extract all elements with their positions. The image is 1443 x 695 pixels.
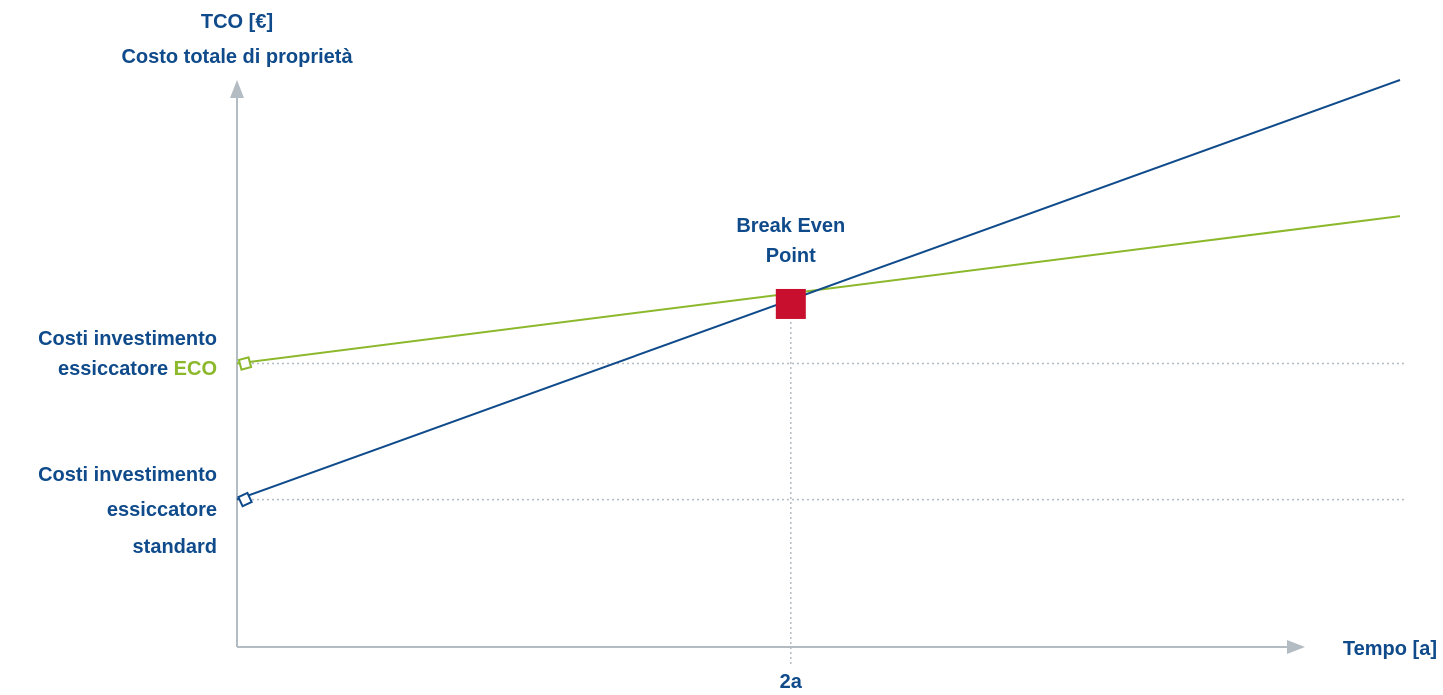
eco-investment-label-prefix: essiccatore xyxy=(58,358,174,380)
break-even-label: Break Even xyxy=(736,215,845,237)
x-tick-label: 2a xyxy=(780,671,803,693)
series-line-standard xyxy=(236,79,1401,501)
standard-investment-label-line2: essiccatore xyxy=(107,499,217,521)
eco-start-marker xyxy=(237,356,253,371)
standard-start-marker xyxy=(237,491,253,508)
x-axis-arrow-icon xyxy=(1287,640,1305,654)
standard-investment-label: Costi investimento xyxy=(38,464,217,486)
eco-investment-label: Costi investimento xyxy=(38,328,217,350)
break-even-marker xyxy=(775,288,806,319)
y-axis-subtitle: Costo totale di proprietà xyxy=(121,46,353,68)
eco-investment-label-line2: essiccatore ECO xyxy=(58,358,217,380)
standard-investment-label-line3: standard xyxy=(133,536,217,558)
break-even-label-line2: Point xyxy=(766,245,816,267)
eco-highlight: ECO xyxy=(174,358,217,380)
y-axis-arrow-icon xyxy=(230,80,244,98)
y-axis-title: TCO [€] xyxy=(201,11,273,33)
x-axis-title: Tempo [a] xyxy=(1343,638,1437,660)
